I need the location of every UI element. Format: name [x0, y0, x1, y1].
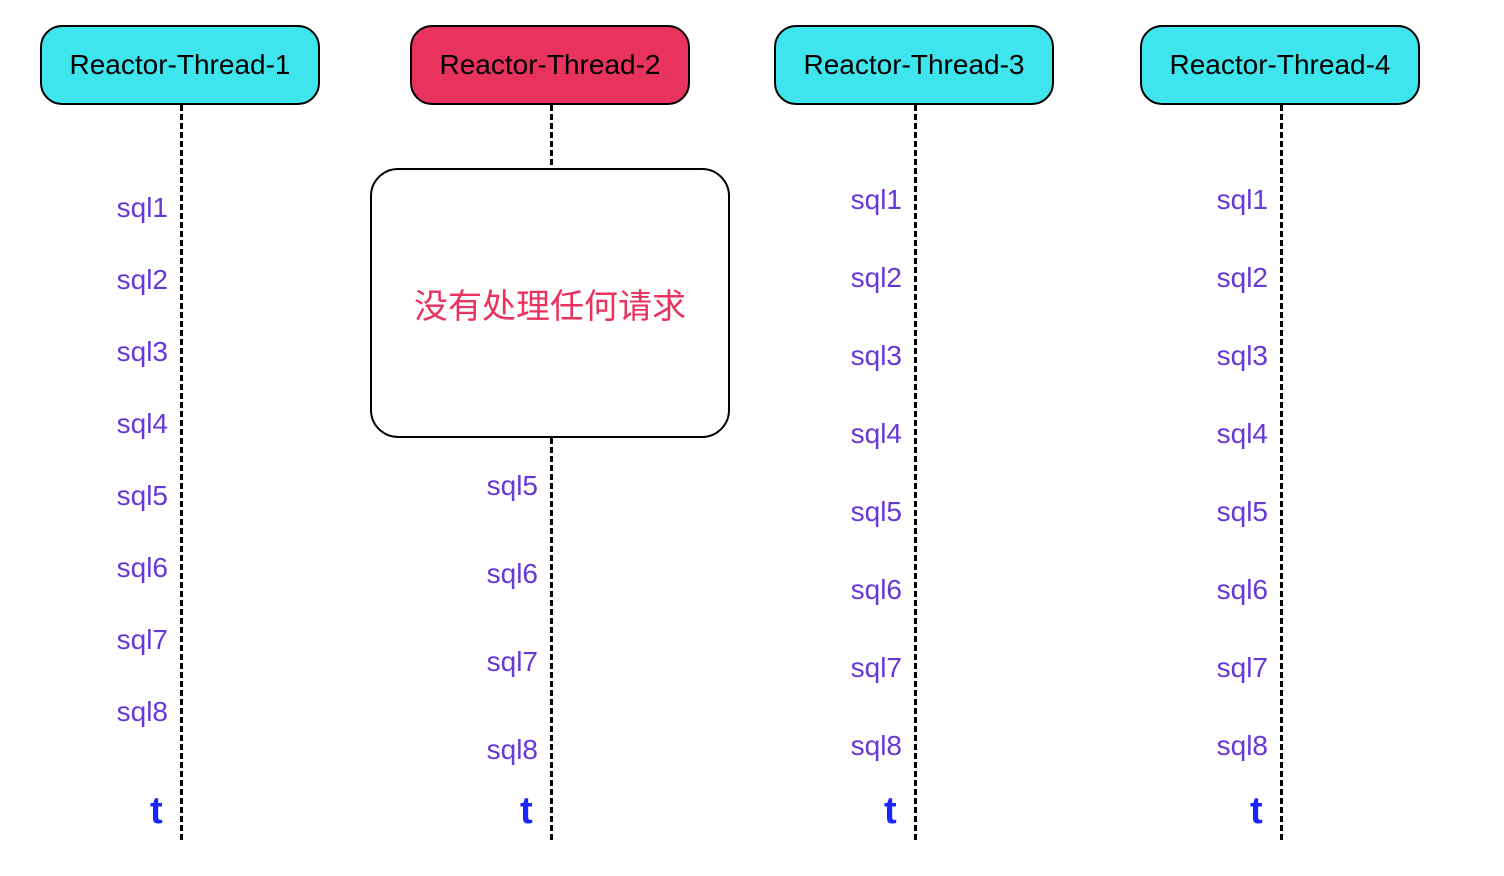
sql-label: sql3: [90, 336, 168, 368]
sql-label: sql2: [1190, 262, 1268, 294]
lifeline-1: [180, 105, 183, 840]
blocked-message-box: 没有处理任何请求: [370, 168, 730, 438]
time-axis-label: t: [150, 790, 163, 833]
sql-label: sql4: [824, 418, 902, 450]
sql-label: sql5: [1190, 496, 1268, 528]
sql-label: sql7: [1190, 652, 1268, 684]
lifeline-4: [1280, 105, 1283, 840]
sql-label: sql6: [460, 558, 538, 590]
sql-label: sql2: [824, 262, 902, 294]
sql-label: sql8: [460, 734, 538, 766]
thread-header-4: Reactor-Thread-4: [1140, 25, 1420, 105]
sql-label: sql5: [90, 480, 168, 512]
sql-label: sql3: [1190, 340, 1268, 372]
sql-label: sql5: [460, 470, 538, 502]
lifeline-3: [914, 105, 917, 840]
sql-label: sql7: [824, 652, 902, 684]
time-axis-label: t: [884, 790, 897, 833]
sql-label: sql6: [824, 574, 902, 606]
sql-label: sql2: [90, 264, 168, 296]
sql-label: sql5: [824, 496, 902, 528]
sql-label: sql1: [1190, 184, 1268, 216]
sql-label: sql7: [90, 624, 168, 656]
sql-label: sql1: [824, 184, 902, 216]
sql-label: sql8: [824, 730, 902, 762]
sql-label: sql1: [90, 192, 168, 224]
thread-header-2: Reactor-Thread-2: [410, 25, 690, 105]
sql-label: sql3: [824, 340, 902, 372]
sql-label: sql6: [1190, 574, 1268, 606]
sql-label: sql6: [90, 552, 168, 584]
sql-label: sql4: [90, 408, 168, 440]
thread-header-1: Reactor-Thread-1: [40, 25, 320, 105]
sql-label: sql8: [90, 696, 168, 728]
thread-header-3: Reactor-Thread-3: [774, 25, 1054, 105]
sql-label: sql7: [460, 646, 538, 678]
time-axis-label: t: [520, 790, 533, 833]
time-axis-label: t: [1250, 790, 1263, 833]
sql-label: sql8: [1190, 730, 1268, 762]
sql-label: sql4: [1190, 418, 1268, 450]
